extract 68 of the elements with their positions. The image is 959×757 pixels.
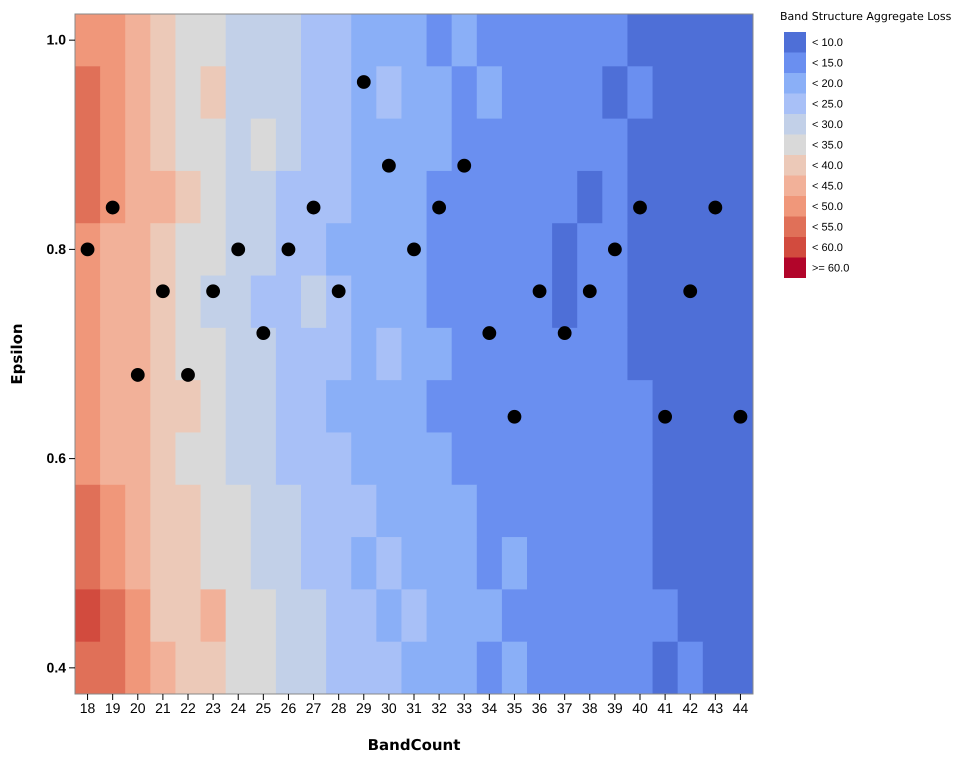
point — [708, 200, 722, 214]
x-tick-label: 42 — [682, 700, 698, 716]
point — [482, 326, 496, 340]
x-tick-label: 29 — [356, 700, 372, 716]
point — [306, 200, 320, 214]
color-bar-label: >= 60.0 — [812, 262, 850, 274]
color-bar-label: < 30.0 — [812, 118, 843, 131]
x-tick-label: 39 — [607, 700, 623, 716]
color-bar-label: < 20.0 — [812, 78, 843, 90]
point — [156, 284, 170, 298]
x-tick-label: 22 — [180, 700, 196, 716]
x-tick-label: 24 — [230, 700, 246, 716]
x-tick-label: 43 — [708, 700, 724, 716]
point — [532, 284, 546, 298]
color-bar-label: < 15.0 — [812, 57, 843, 70]
y-axis-title: Epsilon — [8, 323, 26, 385]
color-bar-label: < 10.0 — [812, 36, 843, 49]
x-tick-label: 36 — [532, 700, 548, 716]
x-tick-label: 18 — [80, 700, 96, 716]
point — [582, 284, 597, 298]
point — [457, 158, 472, 173]
color-bar-label: < 40.0 — [812, 160, 843, 172]
x-axis-title: BandCount — [368, 736, 460, 754]
point — [734, 410, 748, 424]
point — [508, 410, 522, 424]
x-tick-label: 30 — [381, 700, 397, 716]
point — [658, 410, 672, 424]
x-tick-label: 23 — [205, 700, 222, 716]
x-tick-label: 21 — [155, 700, 171, 716]
x-tick-label: 35 — [506, 700, 522, 716]
point — [181, 368, 195, 382]
point — [332, 284, 346, 298]
x-tick-label: 19 — [104, 700, 121, 716]
x-tick-label: 31 — [406, 700, 422, 716]
point — [558, 326, 572, 340]
color-bar-label: < 55.0 — [812, 221, 843, 234]
color-bar-label: < 45.0 — [812, 180, 843, 192]
x-tick-label: 27 — [306, 700, 322, 716]
color-bar-label: < 25.0 — [812, 98, 843, 110]
color-bar-label: < 50.0 — [812, 200, 843, 213]
point — [356, 75, 371, 89]
y-tick-label: 0.4 — [46, 659, 66, 676]
point — [633, 200, 647, 214]
x-tick-label: 32 — [431, 700, 448, 716]
point — [683, 284, 698, 298]
point — [130, 368, 145, 382]
point — [382, 158, 396, 173]
point — [432, 200, 446, 214]
x-tick-label: 38 — [582, 700, 598, 716]
x-tick-label: 40 — [632, 700, 648, 716]
x-tick-label: 41 — [657, 700, 674, 716]
x-tick-label: 37 — [556, 700, 573, 716]
x-tick-label: 44 — [732, 700, 748, 716]
x-tick-label: 33 — [456, 700, 472, 716]
color-bar-label: < 35.0 — [812, 139, 843, 152]
x-tick-label: 28 — [330, 700, 347, 716]
color-bar-label: < 60.0 — [812, 242, 843, 254]
y-tick-label: 1.0 — [46, 32, 66, 48]
y-tick-label: 0.6 — [46, 450, 66, 466]
y-tick-label: 0.8 — [46, 240, 66, 257]
x-tick-label: 34 — [482, 700, 498, 716]
point — [106, 200, 120, 214]
point — [256, 326, 270, 340]
x-tick-label: 25 — [256, 700, 272, 716]
legend-title: Band Structure Aggregate Loss — [780, 10, 952, 23]
x-tick-label: 20 — [130, 700, 146, 716]
point — [206, 284, 220, 298]
x-tick-label: 26 — [280, 700, 296, 716]
